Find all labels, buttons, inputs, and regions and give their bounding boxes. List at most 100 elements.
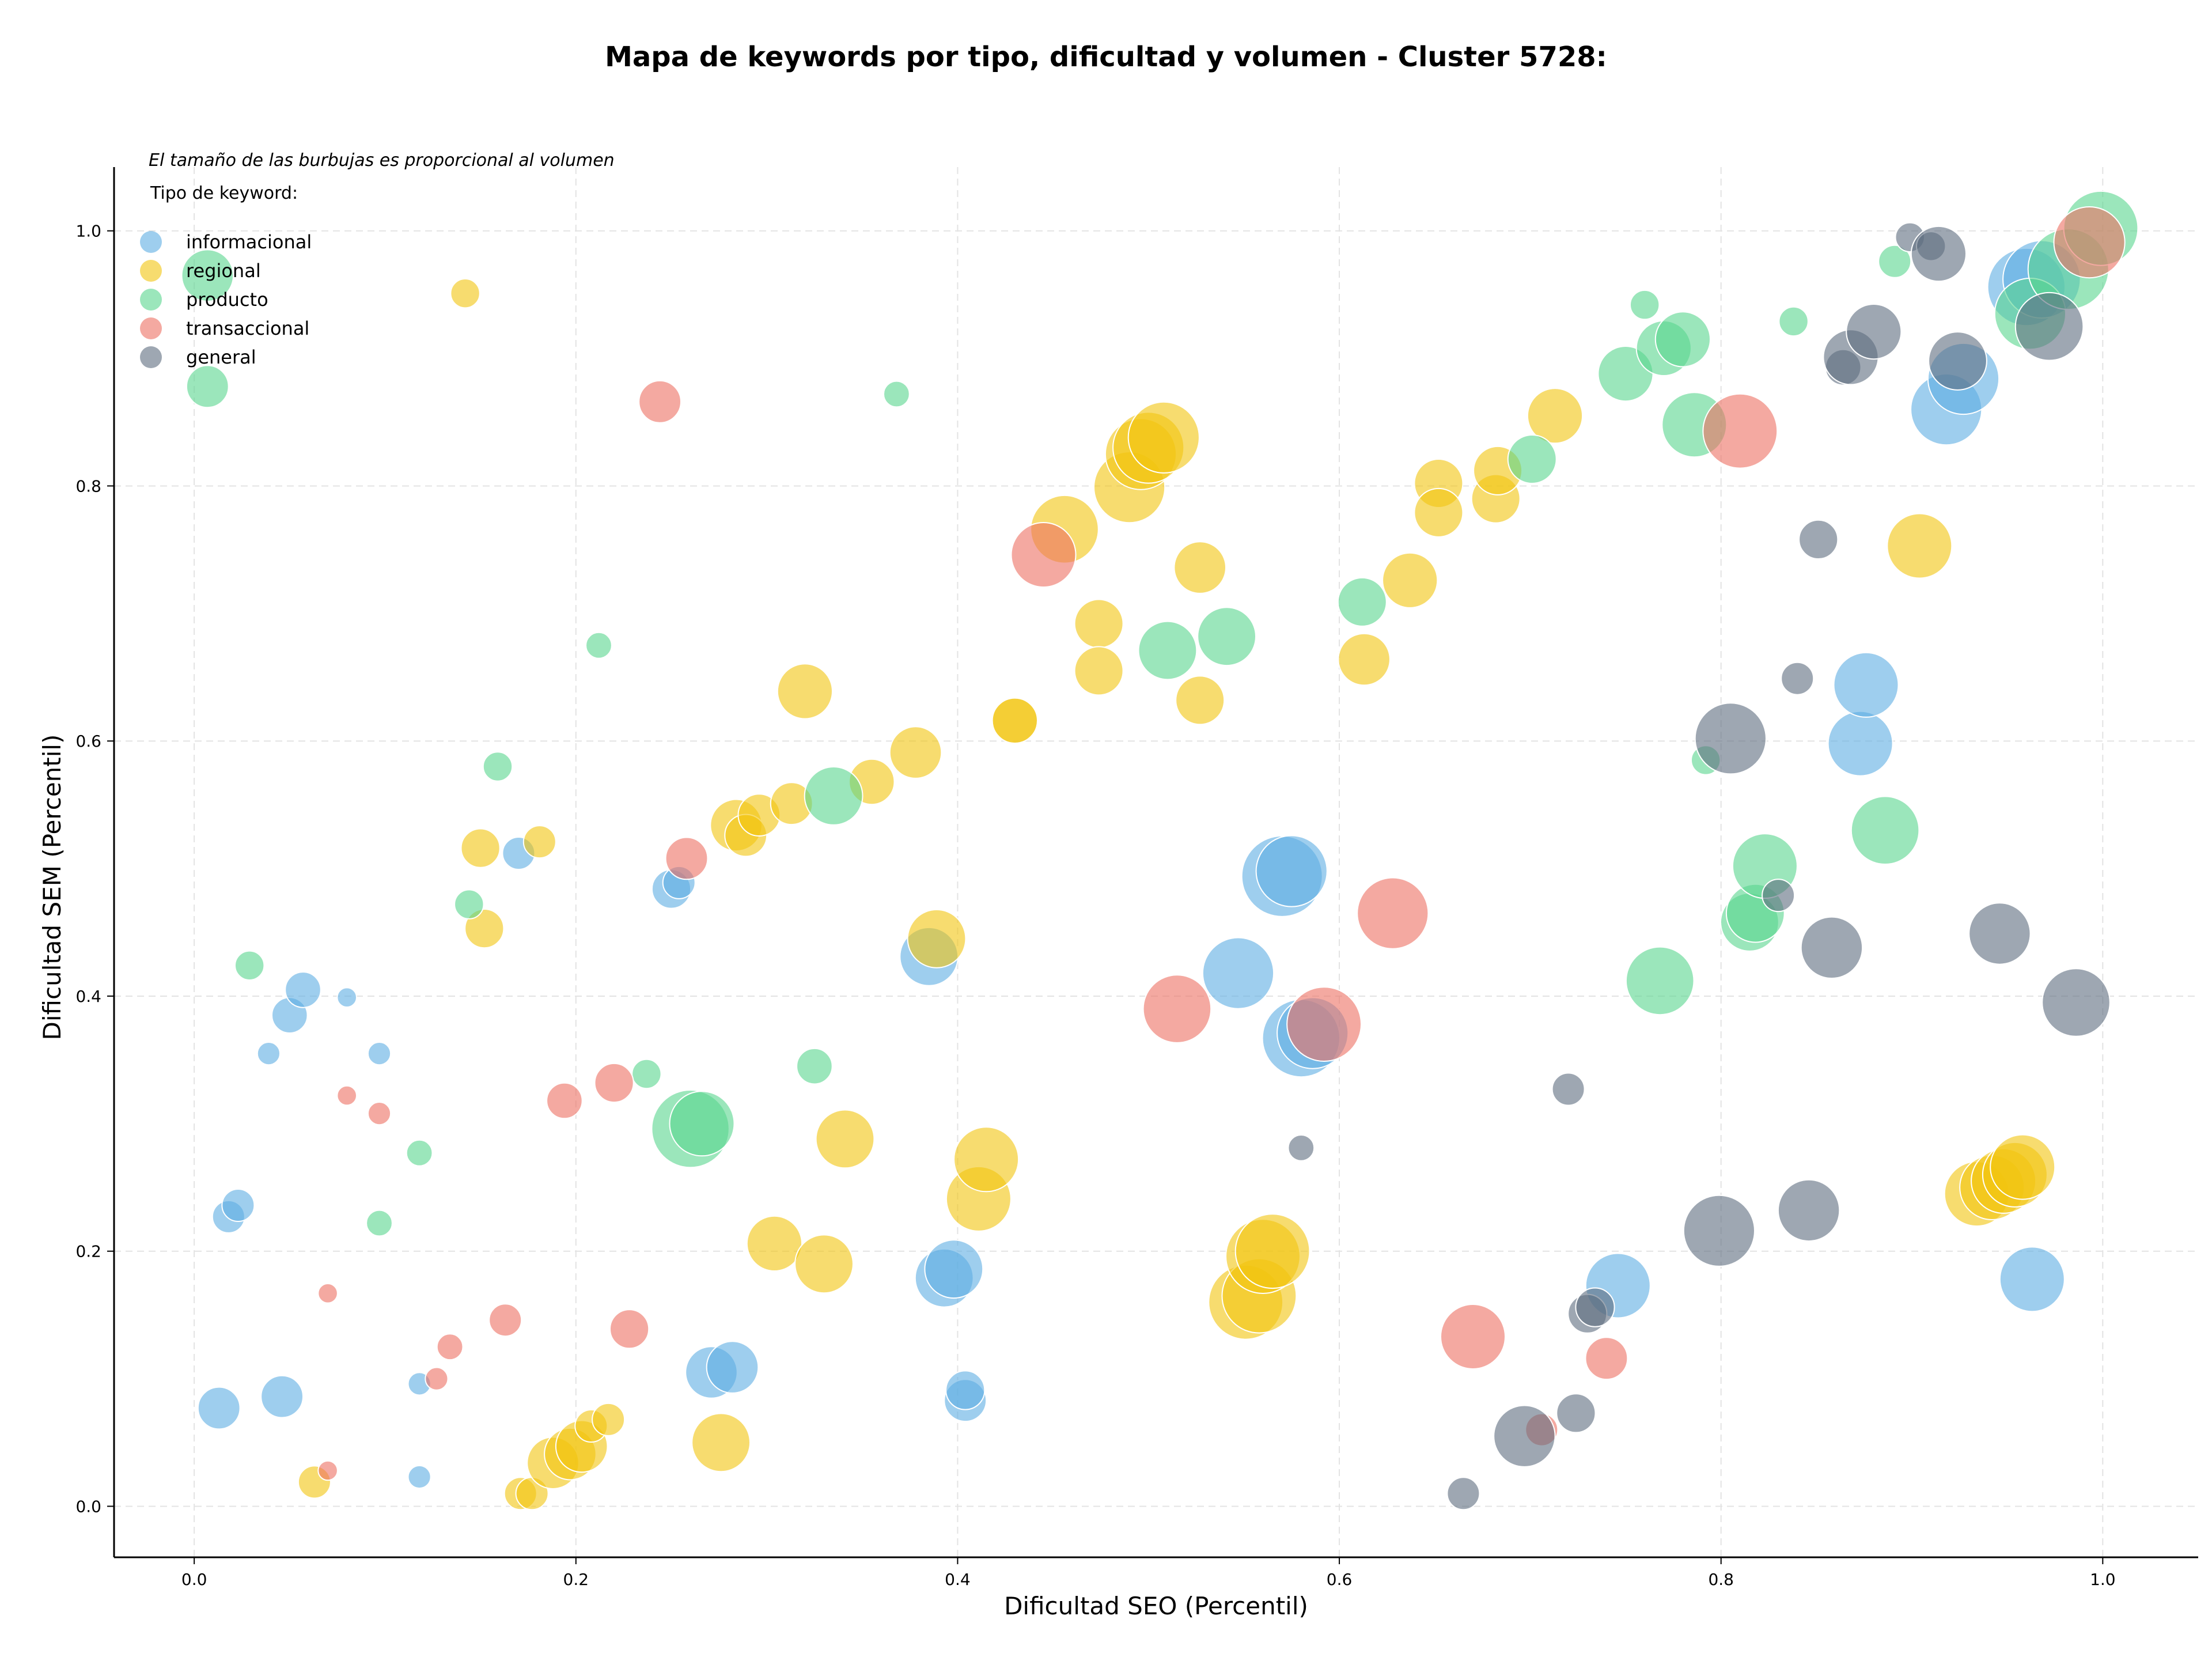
bubble-transaccional	[546, 1082, 583, 1119]
bubble-general	[1556, 1393, 1596, 1433]
bubble-informacional	[285, 971, 321, 1008]
bubble-transaccional	[425, 1367, 449, 1391]
bubble-informacional	[1999, 1246, 2065, 1312]
bubble-regional	[907, 909, 967, 968]
bubble-regional	[691, 1413, 751, 1473]
x-tick-label: 0.2	[563, 1570, 589, 1589]
bubble-informacional	[945, 1370, 986, 1410]
bubble-producto	[406, 1139, 433, 1167]
bubble-regional	[746, 1215, 803, 1272]
bubble-informacional	[221, 1189, 255, 1222]
bubble-producto	[454, 889, 484, 920]
bubble-general	[1762, 879, 1796, 913]
x-axis-label: Dificultad SEO (Percentil)	[1004, 1592, 1308, 1620]
bubble-transaccional	[1142, 974, 1212, 1043]
chart-title: Mapa de keywords por tipo, dificultad y …	[605, 41, 1607, 73]
bubble-transaccional	[1440, 1304, 1506, 1369]
legend-label-general: general	[186, 346, 256, 368]
bubble-transaccional	[367, 1102, 392, 1126]
legend-title: Tipo de keyword:	[150, 183, 298, 203]
bubble-producto	[181, 249, 234, 302]
bubble-general	[2041, 968, 2111, 1037]
bubble-producto	[482, 751, 513, 782]
legend: Tipo de keyword: informacional regional pr…	[140, 183, 312, 368]
bubble-regional	[1414, 487, 1464, 538]
bubble-transaccional	[336, 1085, 358, 1106]
bubble-regional	[794, 1234, 854, 1294]
x-tick-label: 0.6	[1327, 1570, 1353, 1589]
bubble-informacional	[1827, 710, 1893, 777]
bubble-transaccional	[609, 1309, 650, 1349]
series-regional	[297, 278, 2056, 1511]
bubble-producto	[234, 950, 265, 981]
bubble-regional	[464, 909, 505, 949]
bubble-regional	[1127, 401, 1200, 474]
bubble-transaccional	[1585, 1337, 1628, 1380]
bubble-regional	[460, 828, 501, 868]
bubble-transaccional	[317, 1283, 338, 1304]
bubble-general	[1800, 916, 1863, 979]
bubble-regional	[991, 697, 1039, 744]
bubble-transaccional	[317, 1460, 338, 1481]
bubble-general	[1446, 1477, 1480, 1511]
bubble-producto	[796, 1047, 833, 1085]
bubble-transaccional	[638, 380, 681, 423]
bubble-general	[2014, 292, 2084, 361]
bubble-transaccional	[594, 1062, 634, 1103]
y-tick-label: 0.2	[75, 1242, 101, 1261]
bubble-transaccional	[1357, 877, 1429, 949]
series-general	[1287, 222, 2111, 1511]
x-tick-label: 0.4	[945, 1570, 971, 1589]
bubble-producto	[366, 1209, 393, 1237]
bubble-informacional	[367, 1042, 392, 1066]
legend-marker-general	[140, 346, 162, 368]
x-axis-ticks: 0.0 0.2 0.4 0.6 0.8 1.0	[181, 1557, 2116, 1589]
x-tick-label: 0.8	[1708, 1570, 1734, 1589]
bubble-general	[1968, 902, 2031, 965]
grid-lines	[114, 167, 2198, 1557]
bubbles-layer	[181, 190, 2139, 1511]
bubble-producto	[1625, 946, 1695, 1016]
bubble-producto	[1337, 577, 1387, 627]
bubble-producto	[804, 766, 863, 826]
bubble-producto	[1138, 620, 1198, 680]
bubble-regional	[1074, 599, 1124, 649]
bubble-transaccional	[1702, 393, 1778, 469]
x-tick-label: 0.0	[181, 1570, 207, 1589]
y-tick-label: 0.0	[75, 1497, 101, 1516]
bubble-regional	[1887, 513, 1953, 579]
bubble-producto	[1654, 311, 1711, 368]
bubble-informacional	[260, 1375, 304, 1418]
bubble-informacional	[407, 1465, 431, 1489]
bubble-transaccional	[665, 837, 709, 880]
bubble-informacional	[706, 1341, 759, 1394]
bubble-regional	[1990, 1134, 2056, 1200]
bubble-general	[1798, 519, 1839, 560]
bubble-general	[1575, 1287, 1615, 1327]
legend-label-informacional: informacional	[186, 231, 312, 253]
bubble-regional	[1175, 675, 1225, 725]
bubble-producto	[585, 631, 612, 659]
y-axis-label: Dificultad SEM (Percentil)	[38, 735, 66, 1041]
y-tick-label: 0.8	[75, 476, 101, 495]
bubble-regional	[522, 825, 556, 859]
bubble-producto	[883, 380, 910, 408]
bubble-general	[1910, 225, 1967, 282]
legend-label-transaccional: transaccional	[186, 317, 309, 339]
bubble-producto	[1850, 796, 1920, 865]
bubble-producto	[631, 1058, 662, 1089]
bubble-general	[1287, 1134, 1315, 1161]
bubble-producto	[1878, 244, 1912, 278]
bubble-general	[1551, 1072, 1585, 1106]
bubble-informacional	[924, 1239, 984, 1299]
bubble-transaccional	[2053, 206, 2126, 279]
bubble-general	[1683, 1194, 1755, 1267]
legend-marker-informacional	[140, 231, 162, 253]
x-tick-label: 1.0	[2090, 1570, 2116, 1589]
bubble-transaccional	[488, 1303, 522, 1337]
bubble-transaccional	[1286, 986, 1362, 1062]
legend-marker-regional	[140, 260, 162, 282]
bubble-informacional	[1255, 835, 1328, 907]
bubble-regional	[953, 1126, 1020, 1193]
